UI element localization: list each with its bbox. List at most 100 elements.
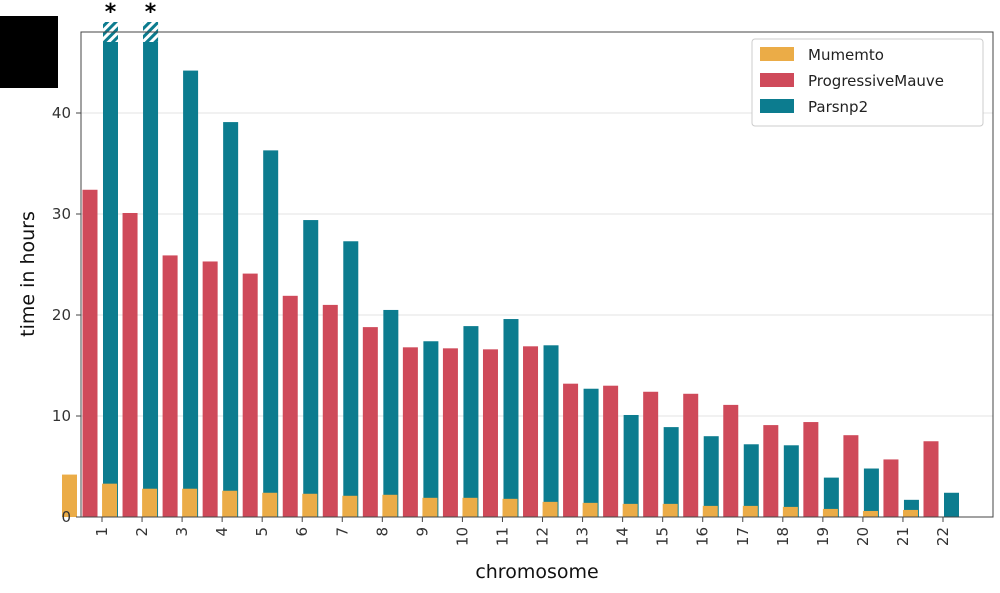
bar-progressivemauve-chr7 xyxy=(322,304,338,517)
bar-mumemto-chr20 xyxy=(822,508,838,517)
x-tick-label: 12 xyxy=(534,527,552,546)
x-tick-label: 16 xyxy=(694,527,712,546)
bar-mumemto-chr3 xyxy=(142,488,158,517)
bar-progressivemauve-chr16 xyxy=(683,393,699,517)
bar-parsnp2-chr2 xyxy=(143,22,159,517)
x-tick-label: 6 xyxy=(293,527,311,537)
bar-progressivemauve-chr18 xyxy=(763,425,779,517)
x-tick-label: 17 xyxy=(734,527,752,546)
x-tick-label: 14 xyxy=(614,527,632,546)
bar-mumemto-chr16 xyxy=(662,503,678,517)
bar-progressivemauve-chr21 xyxy=(883,459,899,517)
bar-mumemto-chr8 xyxy=(342,495,358,517)
bar-progressivemauve-chr2 xyxy=(122,212,138,518)
clipped-bar-asterisk: * xyxy=(145,0,157,25)
legend-label: Mumemto xyxy=(808,46,884,64)
bar-parsnp2-chr14 xyxy=(623,414,639,517)
bars xyxy=(62,22,959,518)
bar-parsnp2-chr22 xyxy=(944,492,959,517)
bar-mumemto-chr15 xyxy=(622,503,638,517)
bar-parsnp2-chr15 xyxy=(663,427,679,517)
bar-mumemto-chr13 xyxy=(542,501,558,517)
bar-mumemto-chr22 xyxy=(903,509,918,517)
bar-mumemto-chr21 xyxy=(862,510,878,517)
bar-parsnp2-chr4 xyxy=(223,122,239,517)
bar-mumemto-chr1 xyxy=(62,474,77,517)
x-tick-label: 3 xyxy=(173,527,191,537)
bar-parsnp2-chr19 xyxy=(823,477,839,517)
bar-progressivemauve-chr5 xyxy=(242,273,258,517)
bar-parsnp2-chr1 xyxy=(103,22,118,517)
bar-parsnp2-chr20 xyxy=(863,468,879,517)
x-tick-label: 13 xyxy=(574,527,592,546)
x-tick-label: 1 xyxy=(93,527,111,537)
bar-progressivemauve-chr11 xyxy=(482,349,498,517)
legend-box xyxy=(751,38,984,127)
bar-progressivemauve-chr1 xyxy=(82,189,98,517)
legend-label: ProgressiveMauve xyxy=(808,72,944,90)
x-tick-label: 22 xyxy=(934,527,952,546)
x-tick-label: 11 xyxy=(493,527,511,546)
x-tick-label: 4 xyxy=(213,527,231,537)
bar-progressivemauve-chr19 xyxy=(803,422,819,517)
bar-parsnp2-chr12 xyxy=(543,345,559,517)
bar-parsnp2-chr9 xyxy=(423,341,439,517)
y-tick-label: 10 xyxy=(52,407,71,425)
x-tick-label: 10 xyxy=(453,527,471,546)
bar-parsnp2-chr5 xyxy=(263,150,279,517)
bar-mumemto-chr17 xyxy=(702,505,718,517)
bar-progressivemauve-chr4 xyxy=(202,261,218,517)
legend-label: Parsnp2 xyxy=(808,98,868,116)
x-tick-label: 19 xyxy=(814,527,832,546)
bar-parsnp2-chr13 xyxy=(583,388,599,517)
bar-parsnp2-chr16 xyxy=(703,436,719,517)
bar-progressivemauve-chr22 xyxy=(923,441,939,517)
bar-progressivemauve-chr15 xyxy=(643,391,659,517)
redaction-block xyxy=(0,16,58,88)
y-axis-title: time in hours xyxy=(17,211,39,337)
y-tick-label: 20 xyxy=(52,306,71,324)
legend-swatch xyxy=(760,73,794,87)
bar-parsnp2-chr18 xyxy=(783,445,799,517)
x-tick-label: 15 xyxy=(654,527,672,546)
x-tick-label: 18 xyxy=(774,527,792,546)
bar-progressivemauve-chr6 xyxy=(282,295,298,517)
bar-progressivemauve-chr10 xyxy=(442,348,458,517)
annotations: * * xyxy=(105,0,157,25)
bar-progressivemauve-chr9 xyxy=(402,347,418,517)
y-tick-label: 0 xyxy=(61,508,71,526)
bar-progressivemauve-chr14 xyxy=(603,385,619,517)
bar-progressivemauve-chr17 xyxy=(723,404,739,517)
x-tick-label: 21 xyxy=(894,527,912,546)
bar-mumemto-chr10 xyxy=(422,497,438,517)
bar-mumemto-chr14 xyxy=(582,502,598,517)
legend: Mumemto ProgressiveMauve Parsnp2 xyxy=(751,38,984,127)
y-tick-label: 30 xyxy=(52,205,71,223)
bar-parsnp2-chr10 xyxy=(463,326,479,517)
bar-progressivemauve-chr13 xyxy=(563,383,579,517)
bar-mumemto-chr11 xyxy=(462,497,478,517)
bar-mumemto-chr2 xyxy=(102,483,118,517)
bar-parsnp2-chr3 xyxy=(183,70,199,517)
x-tick-label: 8 xyxy=(373,527,391,537)
bar-mumemto-chr19 xyxy=(782,506,798,517)
bar-parsnp2-chr8 xyxy=(383,309,399,517)
x-tick-label: 7 xyxy=(333,527,351,537)
plot-frame xyxy=(80,31,994,518)
bar-mumemto-chr12 xyxy=(502,498,518,517)
legend-swatch xyxy=(760,99,794,113)
bar-mumemto-chr6 xyxy=(262,492,278,517)
bar-parsnp2-chr6 xyxy=(303,220,319,517)
bar-mumemto-chr5 xyxy=(222,490,238,517)
x-tick-label: 9 xyxy=(413,527,431,537)
x-tick-label: 20 xyxy=(854,527,872,546)
bar-mumemto-chr18 xyxy=(742,505,758,517)
bar-mumemto-chr4 xyxy=(182,488,198,517)
bar-parsnp2-chr11 xyxy=(503,319,519,517)
bar-parsnp2-chr17 xyxy=(743,444,759,517)
bar-progressivemauve-chr3 xyxy=(162,255,178,517)
bar-parsnp2-chr7 xyxy=(343,241,359,517)
bar-mumemto-chr9 xyxy=(382,494,398,517)
